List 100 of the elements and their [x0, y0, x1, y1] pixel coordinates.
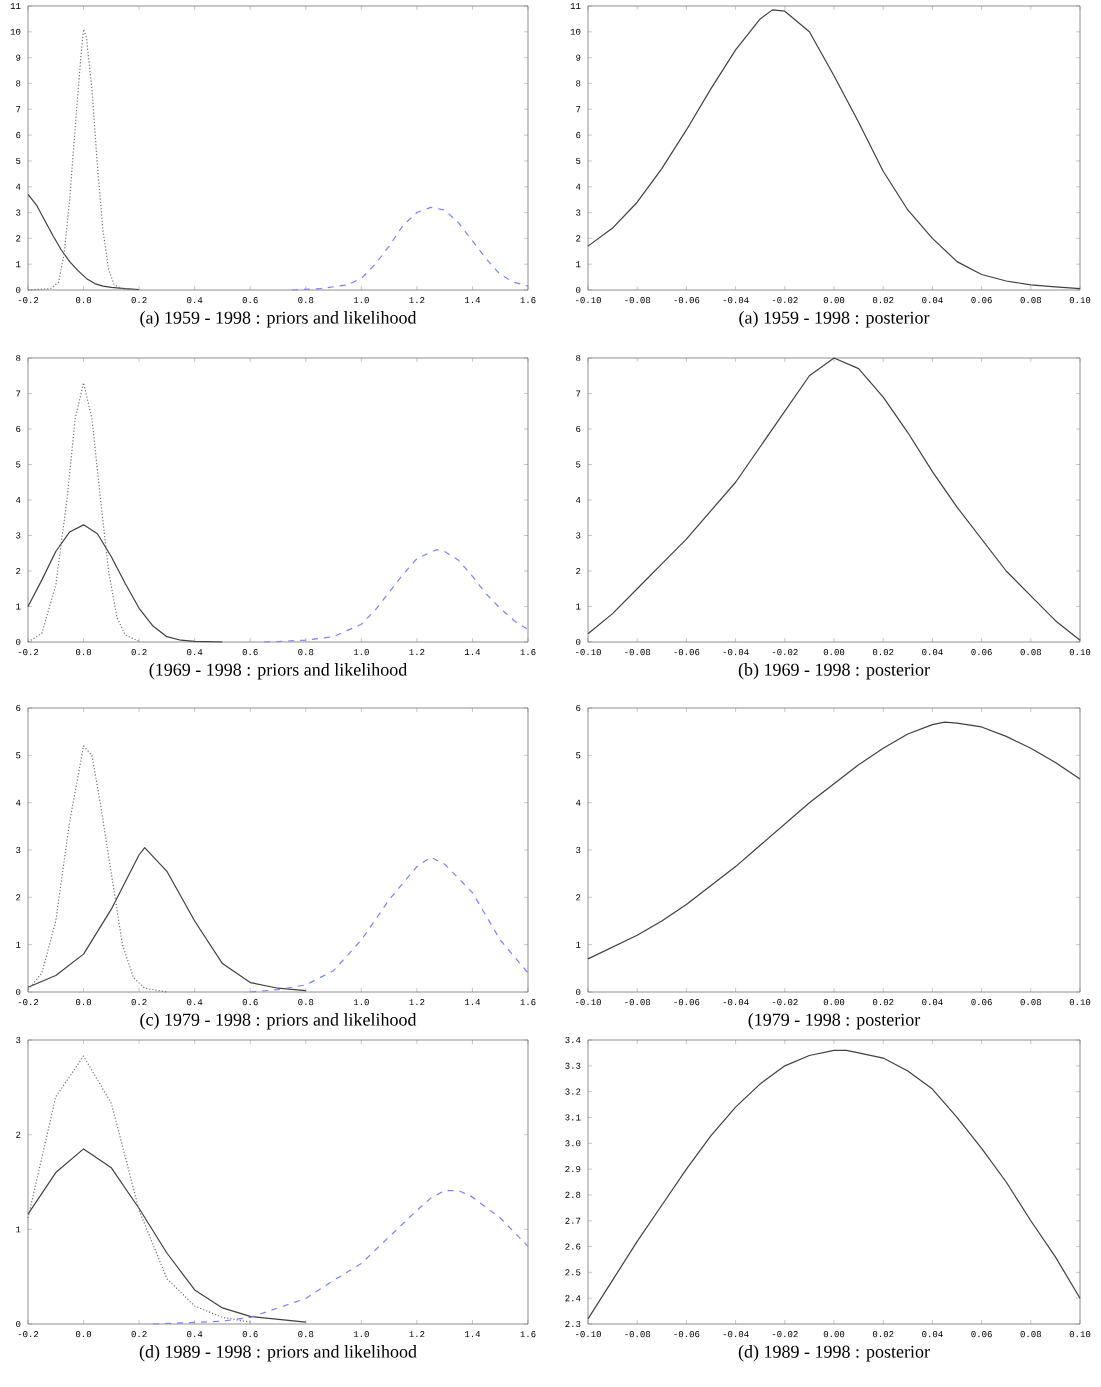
x-tick-label: -0.2 — [18, 649, 39, 656]
y-tick-label: 0 — [576, 988, 581, 996]
x-tick-label: 1.0 — [353, 1331, 369, 1338]
x-tick-label: 1.4 — [465, 1331, 481, 1338]
x-tick-label: 0.04 — [922, 1331, 943, 1338]
x-tick-label: 1.4 — [465, 297, 481, 303]
x-tick-label: 0.00 — [823, 1331, 845, 1338]
y-tick-label: 1 — [16, 941, 21, 948]
x-tick-label: 0.8 — [298, 649, 314, 656]
x-tick-label: 0.8 — [298, 297, 314, 304]
x-tick-label: 0.0 — [75, 649, 92, 656]
x-tick-label: -0.04 — [723, 999, 749, 1006]
x-tick-label: 0.2 — [131, 1331, 147, 1338]
x-tick-label: 0.2 — [131, 297, 147, 304]
y-tick-label: 3 — [576, 532, 581, 539]
y-tick-label: 6 — [576, 425, 581, 433]
x-tick-label: 1.6 — [520, 1331, 536, 1338]
x-tick-label: -0.02 — [772, 999, 798, 1006]
y-tick-label: 9 — [576, 54, 581, 61]
x-tick-label: 0.08 — [1020, 649, 1041, 656]
x-tick-label: -0.04 — [723, 1331, 749, 1338]
x-tick-label: 0.08 — [1020, 1331, 1041, 1338]
x-tick-label: 0.02 — [872, 297, 894, 304]
x-tick-label: 1.4 — [465, 999, 481, 1005]
x-tick-label: 0.00 — [823, 649, 845, 656]
x-tick-label: -0.04 — [723, 649, 749, 656]
y-tick-label: 1 — [16, 1226, 21, 1233]
x-tick-label: 0.10 — [1069, 999, 1091, 1006]
y-tick-label: 3 — [16, 209, 21, 216]
y-tick-label: 2 — [576, 567, 581, 575]
y-tick-label: 2 — [16, 894, 21, 901]
y-tick-label: 6 — [16, 704, 21, 712]
x-tick-label: 1.0 — [353, 649, 369, 656]
x-tick-label: -0.10 — [575, 999, 601, 1006]
y-tick-label: 11 — [10, 3, 21, 9]
y-tick-label: 5 — [16, 461, 21, 468]
text: (b) 1969 - 1998 : posterior — [738, 663, 930, 680]
x-tick-label: 0.8 — [298, 999, 314, 1006]
x-tick-label: 0.6 — [242, 649, 258, 656]
x-tick-label: -0.06 — [674, 999, 700, 1006]
line-series — [587, 1049, 1081, 1320]
line-series — [27, 193, 140, 291]
y-tick-label: 4 — [575, 799, 581, 806]
y-tick-label: 6 — [576, 132, 581, 139]
line-series — [152, 1189, 529, 1325]
y-tick-label: 1 — [576, 603, 581, 610]
y-tick-label: 5 — [576, 157, 581, 164]
x-tick-label: 0.06 — [971, 649, 992, 656]
x-tick-label: 1.6 — [520, 649, 536, 656]
y-tick-label: 6 — [16, 425, 21, 433]
y-tick-label: 4 — [15, 799, 21, 806]
y-tick-label: 0 — [16, 1320, 21, 1328]
y-tick-label: 2 — [16, 567, 21, 575]
text: (1969 - 1998 : priors and likelihood — [149, 663, 408, 680]
x-tick-label: 0.04 — [922, 999, 943, 1006]
y-tick-label: 2 — [16, 1131, 21, 1138]
x-tick-label: -0.02 — [772, 1331, 798, 1338]
x-tick-label: -0.02 — [772, 297, 798, 304]
y-tick-label: 5 — [16, 752, 21, 759]
x-tick-label: 0.4 — [187, 649, 203, 656]
y-tick-label: 3 — [16, 532, 21, 539]
x-tick-label: 0.10 — [1069, 297, 1091, 304]
text: (d) 1989 - 1998 : priors and likelihood — [139, 1345, 417, 1362]
x-tick-label: -0.08 — [625, 1331, 651, 1338]
y-tick-label: 8 — [16, 80, 21, 87]
y-tick-label: 2 — [576, 235, 581, 242]
x-tick-label: 0.0 — [75, 297, 92, 304]
y-tick-label: 3 — [576, 209, 581, 216]
x-tick-label: 0.04 — [922, 649, 943, 656]
y-tick-label: 2.8 — [565, 1191, 581, 1198]
y-tick-label: 2.5 — [565, 1269, 581, 1276]
line-series — [27, 847, 307, 992]
y-tick-label: 2 — [576, 894, 581, 901]
x-tick-label: -0.04 — [723, 297, 749, 304]
y-tick-label: 8 — [576, 354, 581, 362]
x-tick-label: 0.08 — [1020, 999, 1041, 1006]
x-tick-label: -0.2 — [18, 1331, 39, 1338]
y-tick-label: 2.4 — [565, 1295, 581, 1302]
x-tick-label: 0.02 — [872, 1331, 894, 1338]
y-tick-label: 11 — [570, 3, 581, 9]
y-tick-label: 10 — [10, 28, 21, 35]
y-tick-label: 3.3 — [565, 1062, 581, 1069]
y-tick-label: 1 — [16, 603, 21, 610]
x-tick-label: 0.02 — [872, 999, 894, 1006]
x-tick-label: 0.6 — [242, 1331, 258, 1338]
x-tick-label: 0.4 — [187, 297, 203, 304]
x-tick-label: 0.04 — [922, 297, 943, 304]
y-tick-label: 6 — [16, 132, 21, 139]
x-tick-label: 1.2 — [409, 297, 425, 304]
y-tick-label: 5 — [16, 157, 21, 164]
y-tick-label: 9 — [16, 54, 21, 61]
x-tick-label: 0.2 — [131, 999, 147, 1006]
x-tick-label: -0.08 — [625, 297, 651, 304]
text: (1979 - 1998 : posterior — [748, 1013, 921, 1030]
x-tick-label: 0.00 — [823, 999, 845, 1006]
x-tick-label: -0.08 — [625, 999, 651, 1006]
y-tick-label: 2.3 — [565, 1320, 581, 1328]
x-tick-label: -0.2 — [18, 297, 39, 304]
text: (c) 1979 - 1998 : priors and likelihood — [140, 1013, 417, 1030]
y-tick-label: 1 — [576, 941, 581, 948]
